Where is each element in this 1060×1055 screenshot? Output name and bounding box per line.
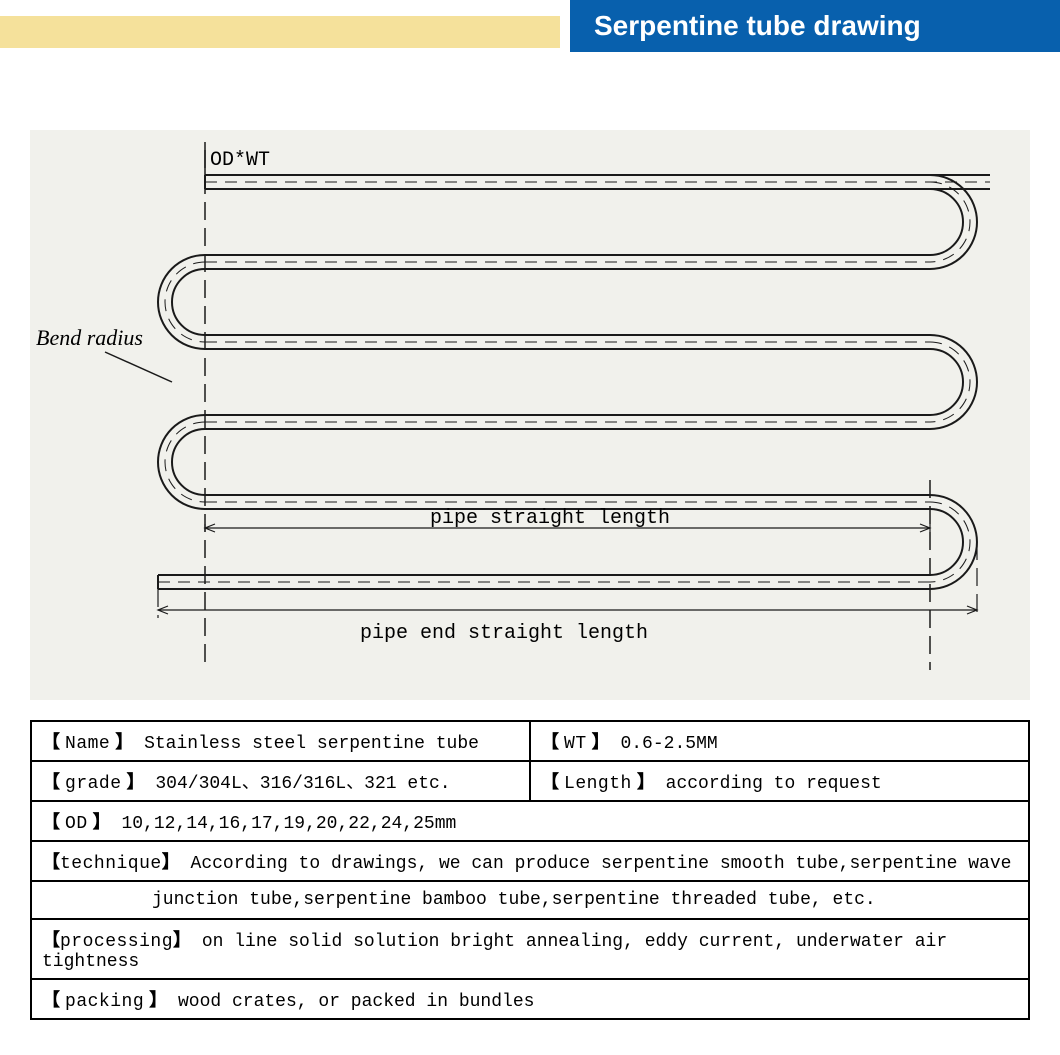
table-row: 【 packing 】 wood crates, or packed in bu…: [31, 979, 1029, 1019]
label-od-wt: OD*WT: [210, 149, 270, 172]
spec-value: According to drawings, we can produce se…: [191, 854, 1012, 874]
drawing-svg: OD*WT Bend radius pipe straight length p…: [30, 130, 1030, 700]
spec-value: junction tube,serpentine bamboo tube,ser…: [152, 890, 876, 910]
spec-value: 304/304L、316/316L、321 etc.: [155, 774, 450, 794]
label-bend-radius: Bend radius: [36, 325, 143, 350]
header-bar: Serpentine tube drawing: [0, 0, 1060, 60]
label-pipe-straight: pipe straight length: [430, 507, 670, 530]
spec-value: 10,12,14,16,17,19,20,22,24,25mm: [121, 814, 456, 834]
table-row: 【technique】 According to drawings, we ca…: [31, 841, 1029, 881]
spec-value: according to request: [666, 774, 882, 794]
spec-value: 0.6-2.5MM: [620, 734, 717, 754]
spec-value: wood crates, or packed in bundles: [178, 992, 534, 1012]
table-row: 【 Name 】 Stainless steel serpentine tube…: [31, 721, 1029, 761]
table-row: junction tube,serpentine bamboo tube,ser…: [31, 881, 1029, 919]
table-row: 【 OD 】 10,12,14,16,17,19,20,22,24,25mm: [31, 801, 1029, 841]
page-title: Serpentine tube drawing: [560, 0, 1060, 52]
serpentine-drawing: OD*WT Bend radius pipe straight length p…: [30, 130, 1030, 700]
table-row: 【processing】 on line solid solution brig…: [31, 919, 1029, 979]
accent-strip: [0, 16, 560, 48]
spec-value: Stainless steel serpentine tube: [144, 734, 479, 754]
table-row: 【 grade 】 304/304L、316/316L、321 etc. 【 L…: [31, 761, 1029, 801]
spec-table: 【 Name 】 Stainless steel serpentine tube…: [30, 720, 1030, 1020]
label-pipe-end-straight: pipe end straight length: [360, 622, 648, 645]
